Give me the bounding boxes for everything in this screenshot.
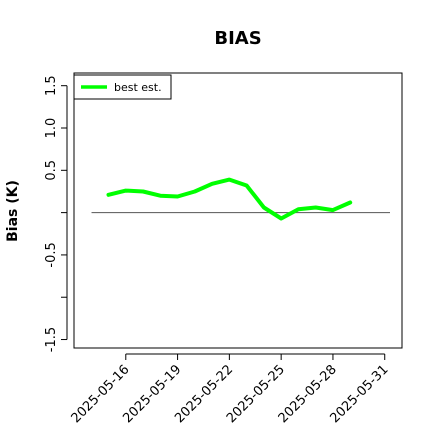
y-tick-label: -1.5 [44, 327, 59, 352]
chart-title: BIAS [214, 28, 261, 49]
legend-label: best est. [114, 81, 162, 94]
plot-frame [74, 73, 402, 348]
y-axis-label: Bias (K) [5, 180, 21, 242]
y-tick-label: -0.5 [44, 242, 59, 267]
y-tick-label: 1.0 [44, 118, 59, 139]
legend: best est. [74, 75, 171, 99]
y-tick-label: 0.5 [44, 160, 59, 181]
y-tick-label: 1.5 [44, 75, 59, 96]
